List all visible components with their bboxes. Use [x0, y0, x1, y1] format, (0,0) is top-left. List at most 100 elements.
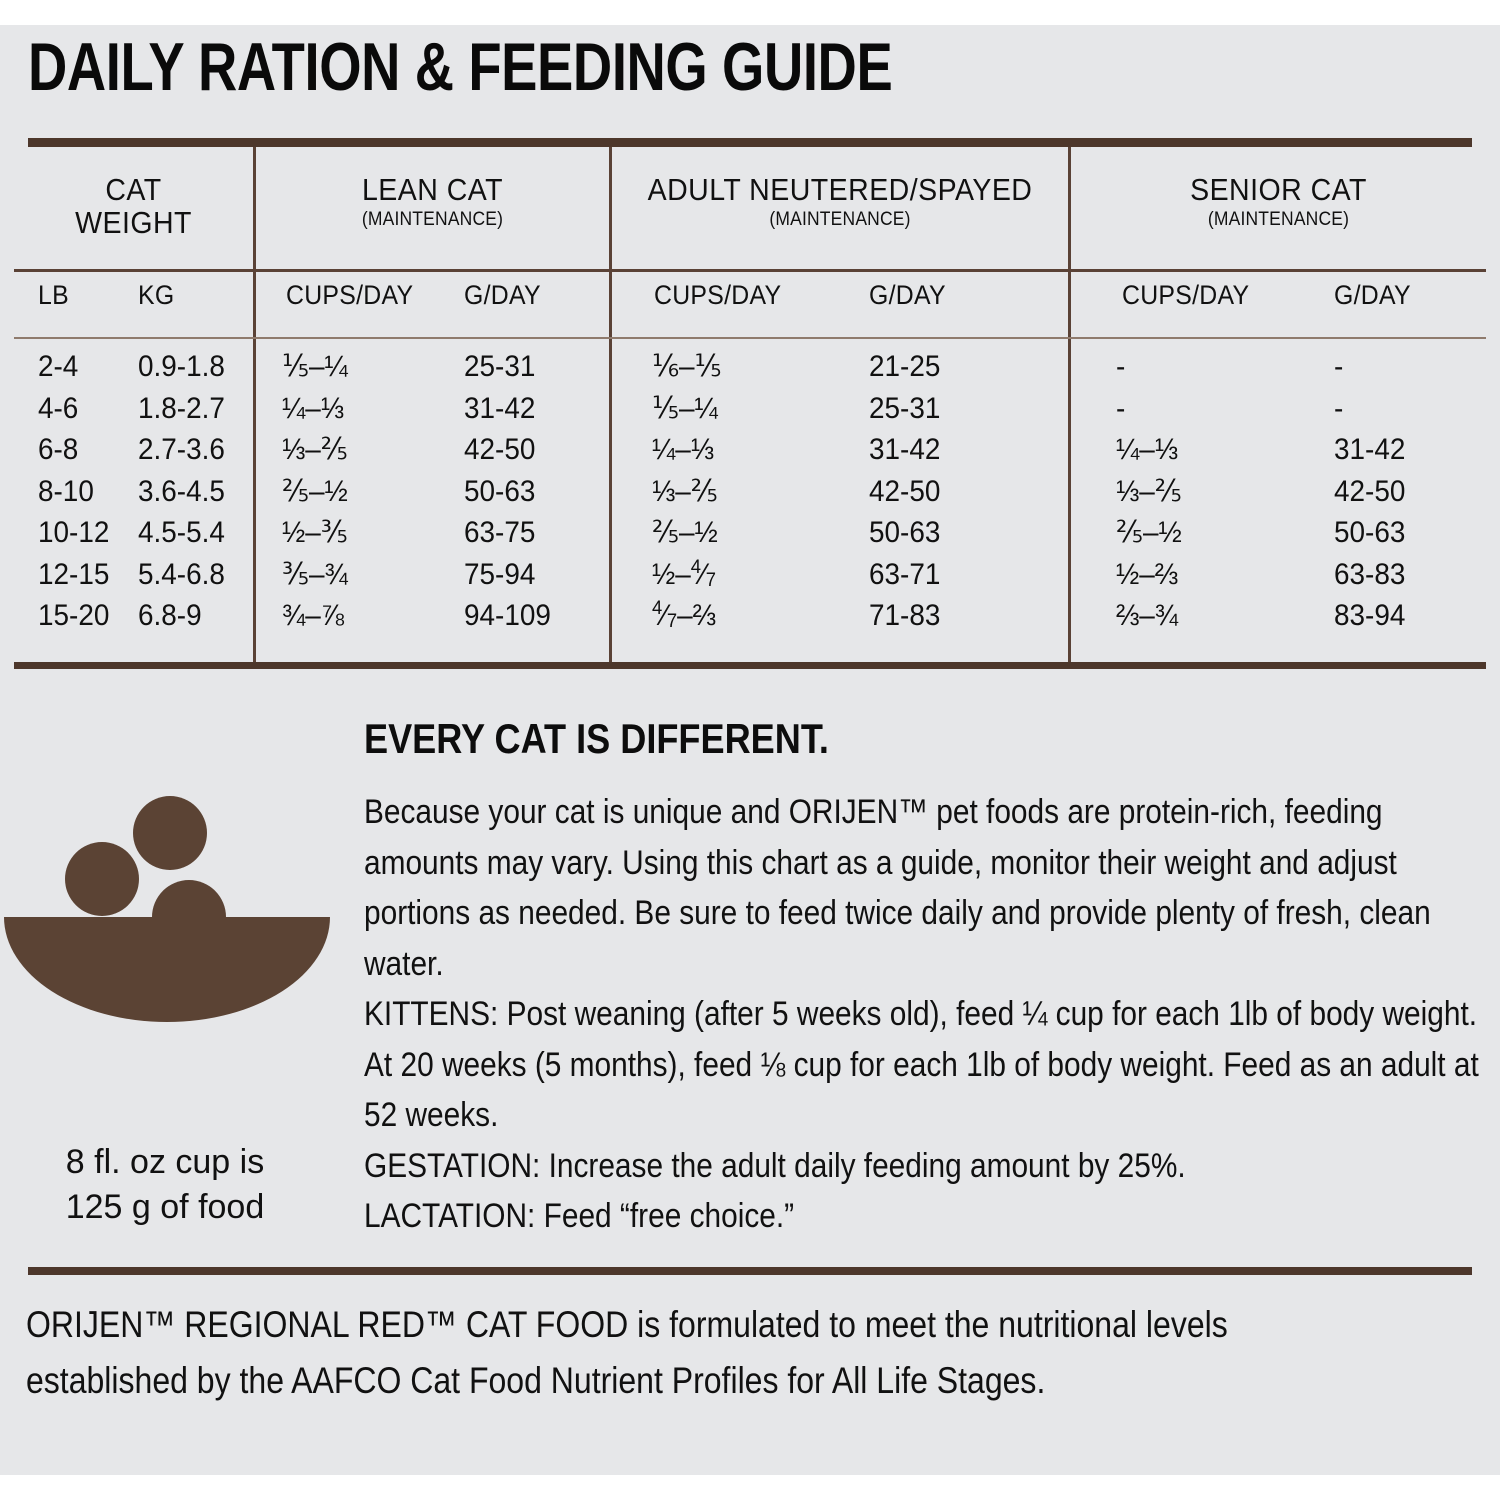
cells-adult-cups: ⅙–⅕ ⅕–¼ ¼–⅓ ⅓–⅖ ⅖–½ ½–4⁄7 4⁄7–⅔: [652, 346, 727, 637]
table-cell: 83-94: [1334, 599, 1406, 632]
table-cell: 3.6-4.5: [138, 474, 225, 508]
table-cell: 42-50: [464, 433, 536, 466]
column-header-cat-weight: CAT WEIGHT: [14, 173, 253, 240]
bowl-caption-line1: 8 fl. oz cup is: [65, 1143, 265, 1181]
aafco-statement-text: ORIJEN™ REGIONAL RED™ CAT FOOD is formul…: [26, 1304, 1228, 1401]
note-paragraph-kittens: KITTENS: Post weaning (after 5 weeks old…: [364, 995, 1479, 1134]
subheader-senior-grams: G/DAY: [1334, 280, 1411, 310]
column-divider-1: [253, 147, 256, 662]
table-cell: 71-83: [869, 599, 941, 632]
table-cell: 1.8-2.7: [138, 391, 225, 425]
subheader-senior-cups: CUPS/DAY: [1122, 280, 1250, 310]
table-cell: -: [1116, 350, 1126, 383]
cells-lean-grams: 25-31 31-42 42-50 50-63 63-75 75-94 94-109: [464, 346, 557, 637]
cells-adult-grams: 21-25 25-31 31-42 42-50 50-63 63-71 71-83: [869, 346, 946, 637]
col-head-line1: CAT: [105, 172, 162, 207]
table-cell: 5.4-6.8: [138, 557, 225, 591]
col-head-sub: (MAINTENANCE): [769, 209, 911, 231]
subheader-kg: KG: [138, 280, 175, 310]
cells-lb: 2-4 4-6 6-8 8-10 10-12 12-15 15-20: [38, 346, 115, 637]
table-cell: ⅖–½: [652, 516, 718, 549]
col-head-line1: LEAN CAT: [361, 172, 504, 207]
table-cell: ½–⅔: [1116, 557, 1179, 591]
table-cell: 21-25: [869, 350, 941, 383]
table-cell: 63-71: [869, 557, 941, 591]
table-cell: 2-4: [38, 350, 79, 383]
table-cell: 42-50: [869, 474, 941, 508]
feeding-guide-panel: DAILY RATION & FEEDING GUIDE CAT WEIGHT …: [0, 25, 1500, 1475]
table-cell: 8-10: [38, 474, 94, 508]
subheader-lean-cups: CUPS/DAY: [286, 280, 414, 310]
table-cell: ⅓–⅖: [1116, 474, 1182, 508]
subheader-adult-cups: CUPS/DAY: [654, 280, 782, 310]
table-cell: 6-8: [38, 433, 79, 466]
table-cell: ⅗–¾: [282, 557, 348, 591]
table-cell: 63-75: [464, 516, 536, 549]
header-divider: [14, 269, 1486, 272]
table-cell: ¼–⅓: [1116, 433, 1179, 466]
table-cell: ⅖–½: [282, 474, 348, 508]
table-cell: ½–4⁄7: [652, 555, 716, 591]
table-cell: ⅕–¼: [282, 350, 348, 383]
table-cell: 63-83: [1334, 557, 1406, 591]
subheader-lb: LB: [38, 280, 69, 310]
table-cell: ½–⅗: [282, 516, 348, 549]
table-cell: ¾–⅞: [282, 599, 345, 632]
subheader-lean-grams: G/DAY: [464, 280, 541, 310]
cells-lean-cups: ⅕–¼ ¼–⅓ ⅓–⅖ ⅖–½ ½–⅗ ⅗–¾ ¾–⅞: [282, 346, 353, 637]
aafco-statement: ORIJEN™ REGIONAL RED™ CAT FOOD is formul…: [26, 1297, 1289, 1409]
column-divider-2: [609, 147, 612, 662]
table-cell: ⅙–⅕: [652, 350, 722, 383]
table-cell: 31-42: [869, 433, 941, 466]
food-bowl-svg: [4, 796, 330, 1022]
footer-divider: [28, 1267, 1472, 1275]
feeding-notes: Because your cat is unique and ORIJEN™ p…: [364, 787, 1489, 1242]
bowl-shape: [4, 917, 330, 1022]
table-cell: ¼–⅓: [282, 391, 345, 425]
bowl-caption: 8 fl. oz cup is 125 g of food: [0, 1140, 330, 1230]
table-cell: 31-42: [464, 391, 536, 425]
cells-senior-grams: - - 31-42 42-50 50-63 63-83 83-94: [1334, 346, 1411, 637]
table-cell: 10-12: [38, 516, 110, 549]
table-cell: 15-20: [38, 599, 110, 632]
table-cell: 50-63: [464, 474, 536, 508]
column-divider-3: [1068, 147, 1071, 662]
title-divider: [28, 138, 1472, 147]
table-cell: -: [1116, 391, 1126, 425]
table-cell: 4-6: [38, 391, 79, 425]
subheader-adult-grams: G/DAY: [869, 280, 946, 310]
table-cell: ⅔–¾: [1116, 599, 1179, 632]
column-header-senior-cat: SENIOR CAT (MAINTENANCE): [1071, 173, 1486, 231]
table-cell: 0.9-1.8: [138, 350, 225, 383]
section-heading-every-cat-is-different: EVERY CAT IS DIFFERENT.: [364, 715, 829, 762]
table-cell: -: [1334, 391, 1344, 425]
note-paragraph-general: Because your cat is unique and ORIJEN™ p…: [364, 793, 1431, 983]
note-paragraph-gestation: GESTATION: Increase the adult daily feed…: [364, 1146, 1186, 1185]
food-bowl-icon: [0, 795, 345, 1095]
col-head-line1: SENIOR CAT: [1190, 172, 1367, 207]
table-cell: 94-109: [464, 599, 551, 632]
bowl-caption-line2: 125 g of food: [65, 1188, 265, 1226]
col-head-line2: WEIGHT: [75, 205, 192, 241]
table-cell: 42-50: [1334, 474, 1406, 508]
table-cell: 50-63: [1334, 516, 1406, 549]
table-cell: 12-15: [38, 557, 110, 591]
table-cell: 4.5-5.4: [138, 516, 225, 549]
table-cell: ⅕–¼: [652, 391, 718, 425]
table-cell: ⅓–⅖: [282, 433, 348, 466]
feeding-table: CAT WEIGHT LEAN CAT (MAINTENANCE) ADULT …: [14, 147, 1486, 662]
col-head-sub: (MAINTENANCE): [1207, 209, 1350, 231]
subheader-divider: [14, 337, 1486, 339]
table-cell: -: [1334, 350, 1344, 383]
table-cell: ⅖–½: [1116, 516, 1182, 549]
page-title: DAILY RATION & FEEDING GUIDE: [28, 29, 893, 105]
column-header-adult-neutered-spayed: ADULT NEUTERED/SPAYED (MAINTENANCE): [612, 173, 1068, 231]
table-cell: 2.7-3.6: [138, 433, 225, 466]
column-header-lean-cat: LEAN CAT (MAINTENANCE): [256, 173, 609, 231]
table-cell: ⅓–⅖: [652, 474, 718, 508]
col-head-sub: (MAINTENANCE): [361, 209, 504, 231]
cells-senior-cups: - - ¼–⅓ ⅓–⅖ ⅖–½ ½–⅔ ⅔–¾: [1116, 346, 1187, 637]
kibble-top-icon: [133, 796, 207, 870]
cells-kg: 0.9-1.8 1.8-2.7 2.7-3.6 3.6-4.5 4.5-5.4 5.4-6…: [138, 346, 231, 637]
note-paragraph-lactation: LACTATION: Feed “free choice.”: [364, 1197, 795, 1235]
